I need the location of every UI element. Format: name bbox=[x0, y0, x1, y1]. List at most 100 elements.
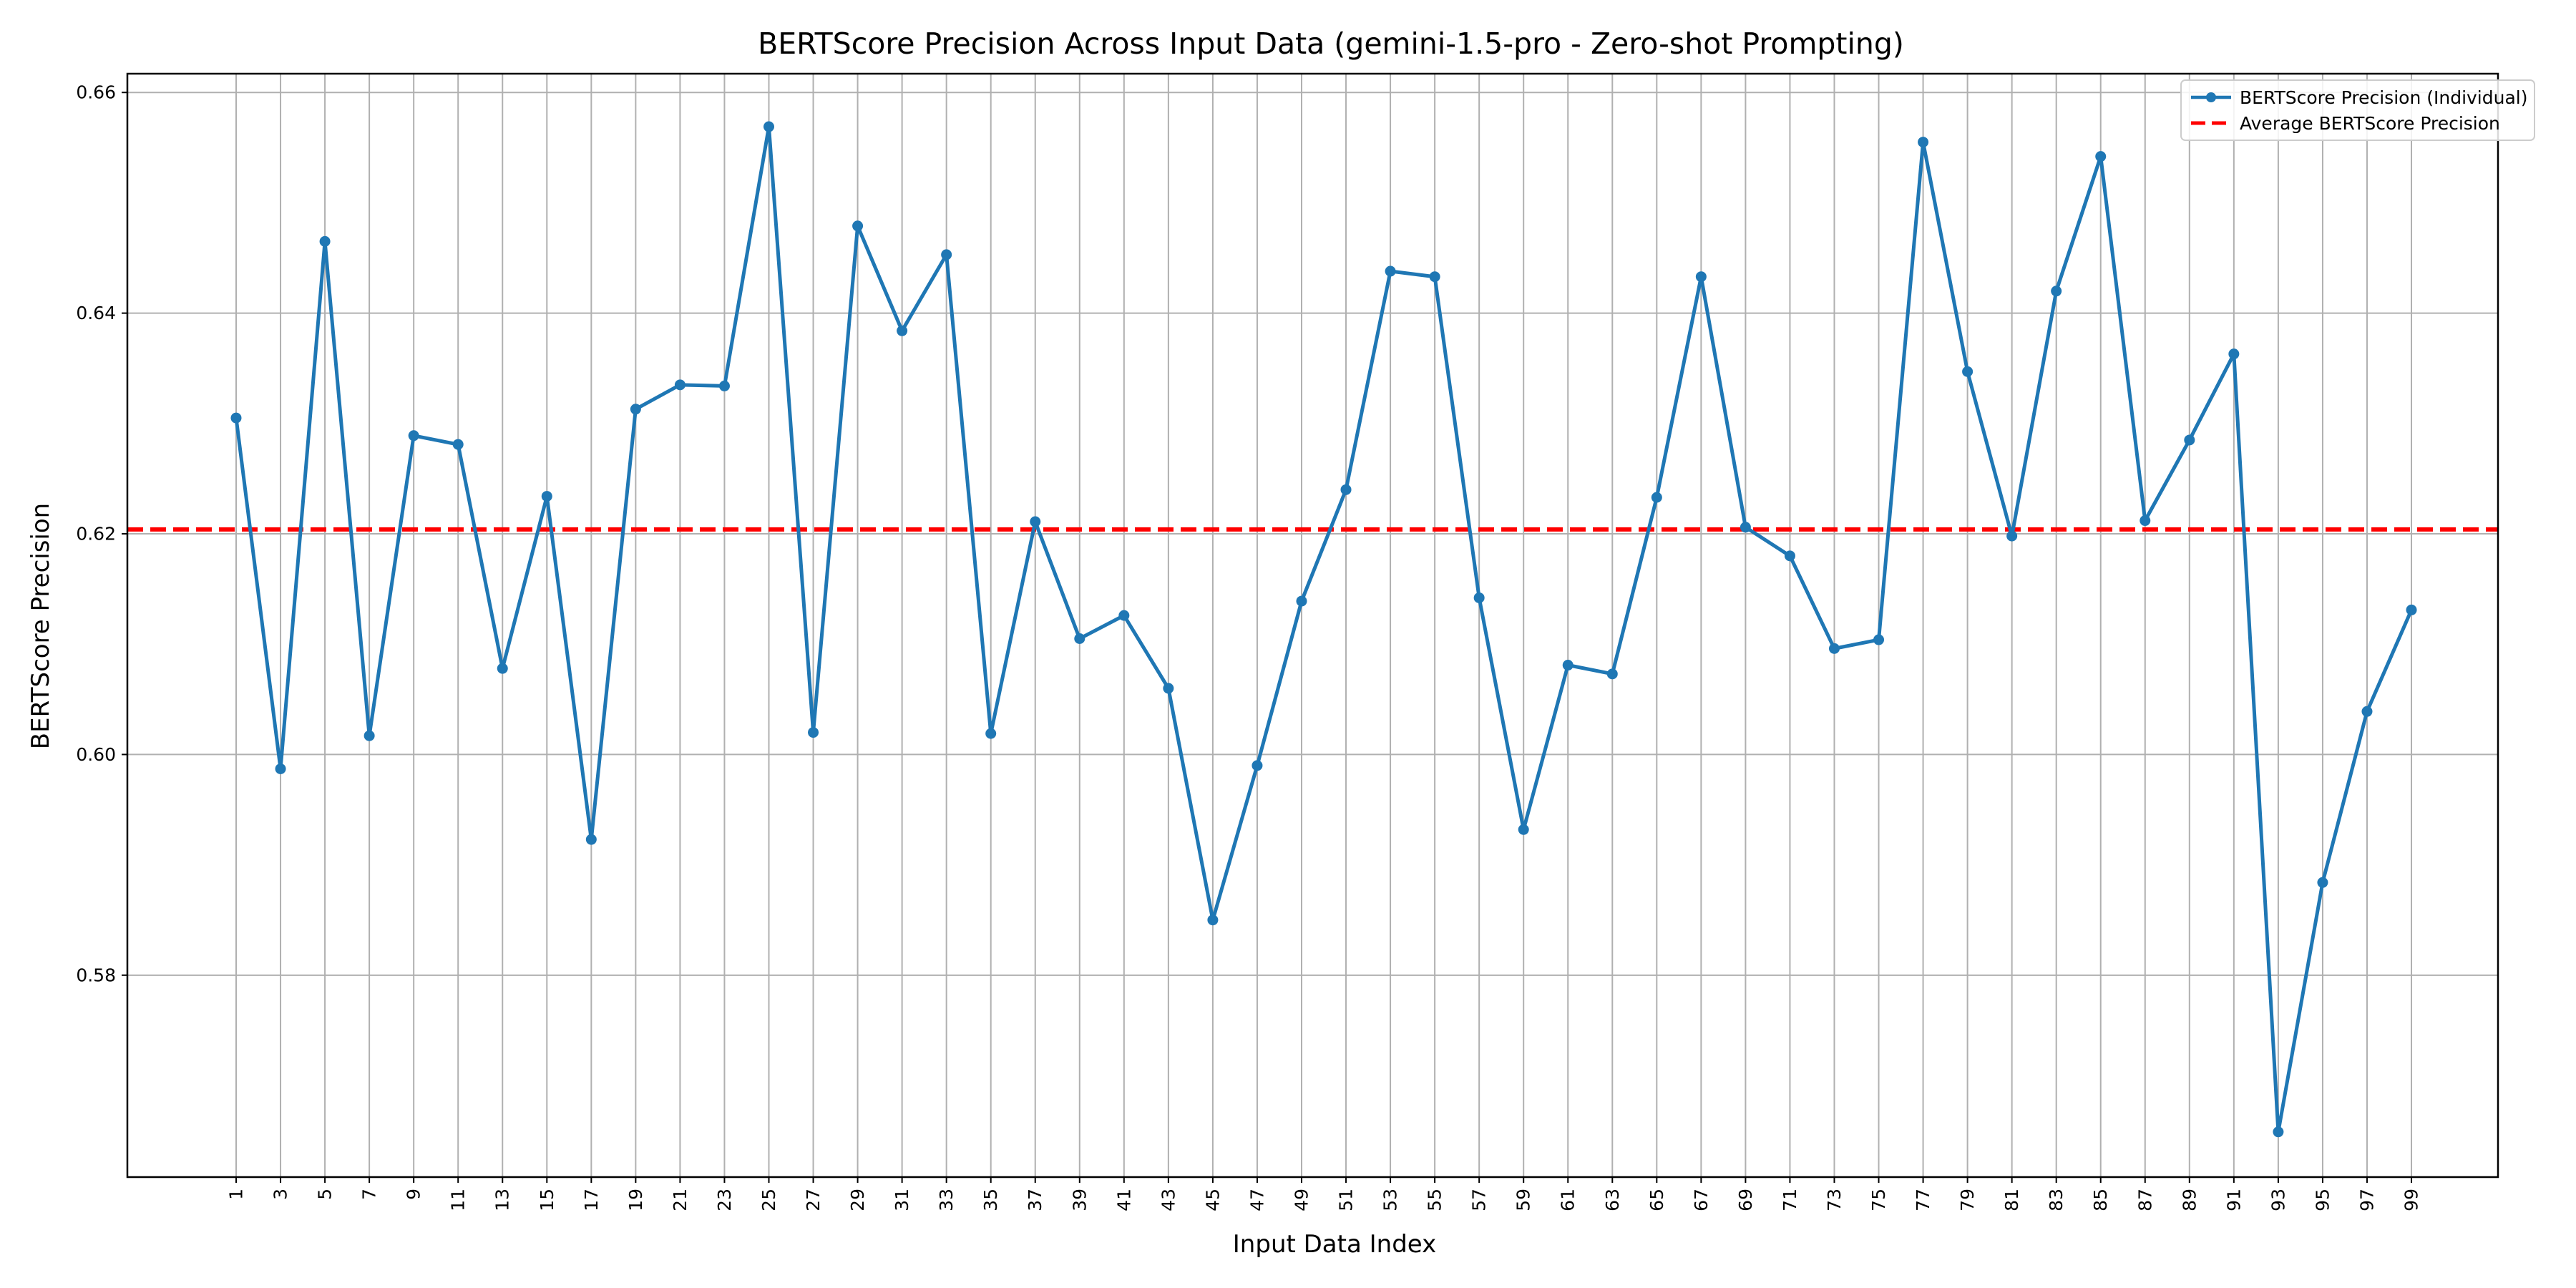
x-tick-label: 91 bbox=[2223, 1189, 2244, 1211]
x-tick-label: 97 bbox=[2356, 1189, 2377, 1211]
data-point bbox=[541, 491, 552, 502]
data-point bbox=[1651, 492, 1662, 503]
x-tick-label: 7 bbox=[359, 1189, 380, 1200]
legend-label-individual: BERTScore Precision (Individual) bbox=[2240, 87, 2528, 108]
x-tick-label: 51 bbox=[1336, 1189, 1357, 1211]
x-tick-label: 9 bbox=[404, 1189, 424, 1200]
data-point bbox=[1784, 550, 1795, 562]
x-tick-label: 81 bbox=[2001, 1189, 2022, 1211]
legend-box bbox=[2180, 79, 2535, 141]
data-point bbox=[1163, 683, 1174, 694]
data-point bbox=[2140, 515, 2151, 527]
x-tick-label: 43 bbox=[1158, 1189, 1179, 1211]
data-point bbox=[1740, 522, 1751, 533]
x-tick-label: 63 bbox=[1602, 1189, 1623, 1211]
x-tick-label: 41 bbox=[1113, 1189, 1134, 1211]
x-tick-label: 25 bbox=[758, 1189, 779, 1211]
x-axis-ticks: 1 3 5 7 9 11 13 15 17 19 21 23 25 27 29 31 33 35 37 39 41 43 4… bbox=[226, 1177, 2422, 1211]
x-tick-label: 61 bbox=[1558, 1189, 1579, 1211]
x-tick-label: 83 bbox=[2046, 1189, 2067, 1211]
data-point bbox=[408, 430, 419, 441]
y-tick-label: 0.58 bbox=[76, 965, 116, 985]
x-tick-label: 73 bbox=[1824, 1189, 1845, 1211]
data-point bbox=[1385, 265, 1396, 277]
data-point bbox=[2317, 877, 2328, 888]
x-tick-label: 5 bbox=[315, 1189, 336, 1200]
data-point bbox=[230, 412, 242, 424]
x-tick-label: 95 bbox=[2312, 1189, 2333, 1211]
data-point bbox=[2406, 604, 2417, 615]
x-tick-label: 65 bbox=[1646, 1189, 1667, 1211]
x-tick-label: 77 bbox=[1913, 1189, 1933, 1211]
x-tick-label: 13 bbox=[492, 1189, 513, 1211]
x-tick-label: 23 bbox=[714, 1189, 735, 1211]
x-tick-label: 33 bbox=[936, 1189, 957, 1211]
legend: BERTScore Precision (Individual) Average… bbox=[2180, 79, 2535, 141]
legend-marker-individual bbox=[2206, 92, 2216, 102]
data-point bbox=[1030, 516, 1041, 527]
data-point bbox=[1918, 137, 1929, 148]
grid bbox=[127, 74, 2498, 1177]
data-point bbox=[1695, 271, 1707, 283]
x-tick-label: 49 bbox=[1291, 1189, 1312, 1211]
data-point bbox=[808, 727, 819, 738]
data-point bbox=[1606, 668, 1618, 680]
x-tick-label: 1 bbox=[226, 1189, 247, 1200]
x-tick-label: 21 bbox=[670, 1189, 691, 1211]
x-tick-label: 31 bbox=[892, 1189, 912, 1211]
data-point bbox=[630, 404, 641, 415]
x-tick-label: 75 bbox=[1868, 1189, 1889, 1211]
plot-frame bbox=[126, 72, 2499, 1179]
data-point bbox=[1296, 595, 1307, 607]
data-point bbox=[1429, 271, 1440, 283]
x-tick-label: 29 bbox=[847, 1189, 868, 1211]
x-tick-label: 15 bbox=[537, 1189, 557, 1211]
data-point bbox=[941, 249, 952, 260]
x-tick-label: 27 bbox=[803, 1189, 824, 1211]
data-point bbox=[585, 834, 597, 845]
x-tick-label: 55 bbox=[1425, 1189, 1445, 1211]
data-point bbox=[2006, 530, 2018, 542]
y-tick-label: 0.66 bbox=[76, 82, 116, 103]
y-tick-label: 0.62 bbox=[76, 524, 116, 545]
x-tick-label: 71 bbox=[1780, 1189, 1800, 1211]
x-axis-label: Input Data Index bbox=[1233, 1230, 1436, 1259]
data-point bbox=[1118, 610, 1130, 621]
y-axis-label: BERTScore Precision bbox=[26, 503, 55, 749]
data-point bbox=[2095, 151, 2107, 162]
x-tick-label: 99 bbox=[2401, 1189, 2422, 1211]
x-tick-label: 37 bbox=[1025, 1189, 1045, 1211]
y-axis-ticks: 0.58 0.60 0.62 0.64 0.66 bbox=[76, 82, 127, 985]
series-line-individual bbox=[234, 125, 2414, 1134]
x-tick-label: 79 bbox=[1957, 1189, 1978, 1211]
x-tick-label: 53 bbox=[1380, 1189, 1401, 1211]
data-point bbox=[1252, 760, 1263, 771]
data-point bbox=[1828, 643, 1840, 654]
data-point bbox=[2051, 286, 2062, 297]
x-tick-label: 69 bbox=[1735, 1189, 1756, 1211]
x-tick-label: 59 bbox=[1513, 1189, 1534, 1211]
chart-title: BERTScore Precision Across Input Data (g… bbox=[758, 26, 1904, 61]
y-tick-label: 0.60 bbox=[76, 744, 116, 765]
x-tick-label: 45 bbox=[1202, 1189, 1223, 1211]
data-point bbox=[1873, 634, 1885, 645]
x-tick-label: 17 bbox=[581, 1189, 602, 1211]
data-point bbox=[1473, 592, 1485, 603]
data-point bbox=[2184, 434, 2195, 446]
x-tick-label: 57 bbox=[1469, 1189, 1490, 1211]
x-tick-label: 89 bbox=[2179, 1189, 2200, 1211]
data-point bbox=[1562, 660, 1574, 671]
data-point bbox=[2273, 1126, 2284, 1138]
data-point bbox=[897, 325, 908, 336]
legend-label-average: Average BERTScore Precision bbox=[2240, 113, 2500, 134]
x-tick-label: 93 bbox=[2268, 1189, 2288, 1211]
x-tick-label: 11 bbox=[448, 1189, 469, 1211]
x-tick-label: 3 bbox=[270, 1189, 291, 1200]
data-point bbox=[852, 220, 864, 232]
data-point bbox=[497, 663, 508, 674]
data-point bbox=[1074, 633, 1085, 645]
x-tick-label: 87 bbox=[2135, 1189, 2155, 1211]
x-tick-label: 19 bbox=[625, 1189, 646, 1211]
x-tick-label: 35 bbox=[980, 1189, 1001, 1211]
